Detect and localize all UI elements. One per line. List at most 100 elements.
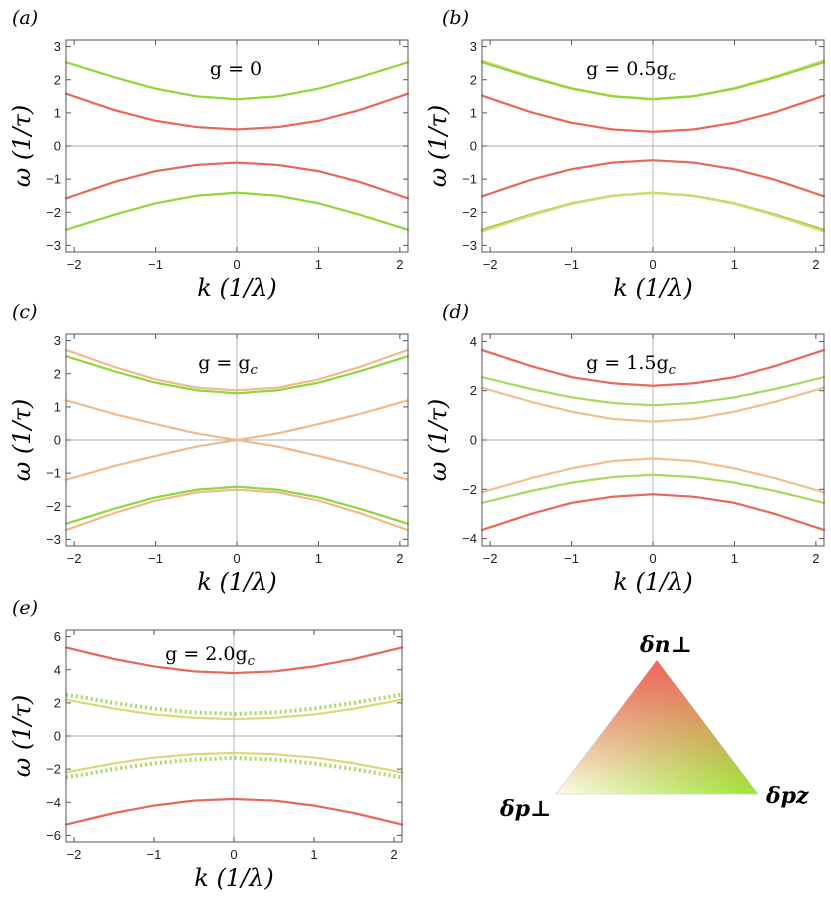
series-line-2	[64, 92, 410, 131]
chart-d: −2 −1 0 1 2 −4 −2 0 2 4 k (1/λ) ω (1/τ) (d) g = 1.5gc	[424, 301, 826, 596]
x-tick-label: −2	[483, 257, 498, 272]
series-line-5	[64, 485, 410, 525]
series-line-4	[64, 191, 410, 231]
triangle-top-fill	[556, 660, 758, 794]
panel-label: (e)	[12, 597, 38, 619]
series-line-2	[480, 376, 826, 407]
x-tick-label: −2	[483, 551, 498, 566]
x-tick-label: 2	[396, 257, 403, 272]
series-line-6	[480, 191, 826, 233]
triangle-left-label: δp⊥	[499, 796, 551, 822]
y-tick-label: 2	[54, 72, 61, 87]
series-line-6	[64, 797, 404, 826]
panel-e: −2 −1 0 1 2 −6 −4 −2 0 2 4 6 k (1/λ) ω (1/τ) (e) g = 2.…	[0, 590, 415, 897]
x-axis-label: k (1/λ)	[613, 568, 692, 596]
chart-e: −2 −1 0 1 2 −6 −4 −2 0 2 4 6 k (1/λ) ω (1/τ) (e) g = 2.…	[8, 597, 404, 892]
panel-b: −2 −1 0 1 2 −3 −2 −1 0 1 2 3 k (1/λ) ω (1/τ) (b) g = 0.…	[416, 0, 831, 302]
series-line-6	[64, 488, 410, 532]
y-tick-label: 2	[470, 383, 477, 398]
y-tick-label: 2	[54, 695, 61, 710]
y-tick-label: 6	[54, 629, 61, 644]
x-tick-label: −1	[147, 847, 162, 862]
x-axis-label: k (1/λ)	[197, 274, 276, 302]
x-tick-label: 1	[315, 257, 322, 272]
g-annotation: g = 0	[210, 58, 262, 80]
series-line-5	[480, 473, 826, 504]
series-line-3	[64, 698, 404, 721]
y-tick-label: 1	[54, 399, 61, 414]
panel-label: (a)	[12, 7, 38, 29]
y-tick-label: 2	[470, 72, 477, 87]
series-line-1	[480, 348, 826, 387]
x-tick-label: −2	[67, 847, 82, 862]
x-tick-label: 0	[233, 257, 240, 272]
series-line-3	[480, 94, 826, 133]
panel-label: (c)	[12, 301, 37, 323]
y-tick-label: −2	[46, 499, 61, 514]
x-tick-label: 0	[649, 551, 656, 566]
triangle-outline	[555, 659, 759, 795]
y-axis-label: ω (1/τ)	[8, 695, 36, 778]
series-line-5	[65, 755, 403, 780]
series-line-1	[64, 646, 404, 675]
y-tick-label: 3	[54, 333, 61, 348]
x-tick-label: 2	[812, 551, 819, 566]
y-tick-label: 3	[54, 39, 61, 54]
series-line-3	[480, 386, 826, 423]
series-line-1	[64, 61, 410, 101]
x-tick-label: 0	[649, 257, 656, 272]
y-tick-label: 2	[54, 366, 61, 381]
y-tick-label: 0	[54, 729, 61, 744]
series-line-4	[64, 399, 410, 481]
g-annotation: g = 1.5gc	[586, 352, 677, 378]
g-annotation: g = 0.5gc	[586, 58, 677, 84]
x-tick-label: 2	[396, 551, 403, 566]
series-line-1	[64, 348, 410, 392]
y-tick-label: 4	[470, 334, 477, 349]
x-tick-label: 0	[230, 847, 237, 862]
x-tick-label: 0	[233, 551, 240, 566]
y-tick-label: 1	[54, 105, 61, 120]
y-tick-label: −1	[462, 172, 477, 187]
x-tick-label: 2	[812, 257, 819, 272]
y-tick-label: 1	[470, 105, 477, 120]
triangle-top-label: δn⊥	[639, 632, 692, 658]
y-tick-label: −1	[46, 172, 61, 187]
chart-c: −2 −1 0 1 2 −3 −2 −1 0 1 2 3 k (1/λ) ω (1/τ) (c) g = gc	[8, 301, 410, 596]
y-tick-label: 3	[470, 39, 477, 54]
y-tick-label: −2	[46, 762, 61, 777]
panel-d: −2 −1 0 1 2 −4 −2 0 2 4 k (1/λ) ω (1/τ) (d) g = 1.5gc	[416, 294, 831, 596]
x-axis-label: k (1/λ)	[194, 864, 273, 892]
series-line-6	[480, 493, 826, 532]
y-tick-label: −3	[46, 532, 61, 547]
series-line-4	[480, 159, 826, 198]
y-axis-label: ω (1/τ)	[424, 399, 452, 482]
y-tick-label: 0	[54, 433, 61, 448]
y-tick-label: 0	[54, 139, 61, 154]
y-tick-label: 0	[470, 139, 477, 154]
series-line-2	[480, 61, 826, 101]
x-tick-label: 1	[731, 257, 738, 272]
series-line-4	[64, 751, 404, 774]
y-tick-label: −3	[46, 238, 61, 253]
chart-a: −2 −1 0 1 2 −3 −2 −1 0 1 2 3 k (1/λ) ω (1/τ) (a) g = 0	[8, 7, 410, 302]
legend-triangle: δn⊥ δp⊥ δpz	[499, 632, 809, 822]
legend-triangle-panel: δn⊥ δp⊥ δpz	[499, 630, 831, 897]
series-line-2	[65, 692, 403, 717]
y-tick-label: −3	[462, 238, 477, 253]
x-tick-label: −1	[564, 551, 579, 566]
panel-label: (b)	[442, 7, 469, 29]
x-tick-label: −1	[564, 257, 579, 272]
x-tick-label: 1	[731, 551, 738, 566]
y-tick-label: −4	[46, 795, 61, 810]
y-tick-label: 4	[54, 662, 61, 677]
y-tick-label: −2	[462, 482, 477, 497]
x-tick-label: 2	[390, 847, 397, 862]
panel-label: (d)	[442, 301, 469, 323]
series-line-3	[64, 161, 410, 200]
y-axis-label: ω (1/τ)	[8, 105, 36, 188]
triangle-right-label: δpz	[765, 783, 809, 809]
x-tick-label: 1	[310, 847, 317, 862]
series-line-2	[64, 355, 410, 395]
panel-a: −2 −1 0 1 2 −3 −2 −1 0 1 2 3 k (1/λ) ω (1/τ) (a) g = 0	[0, 0, 415, 302]
